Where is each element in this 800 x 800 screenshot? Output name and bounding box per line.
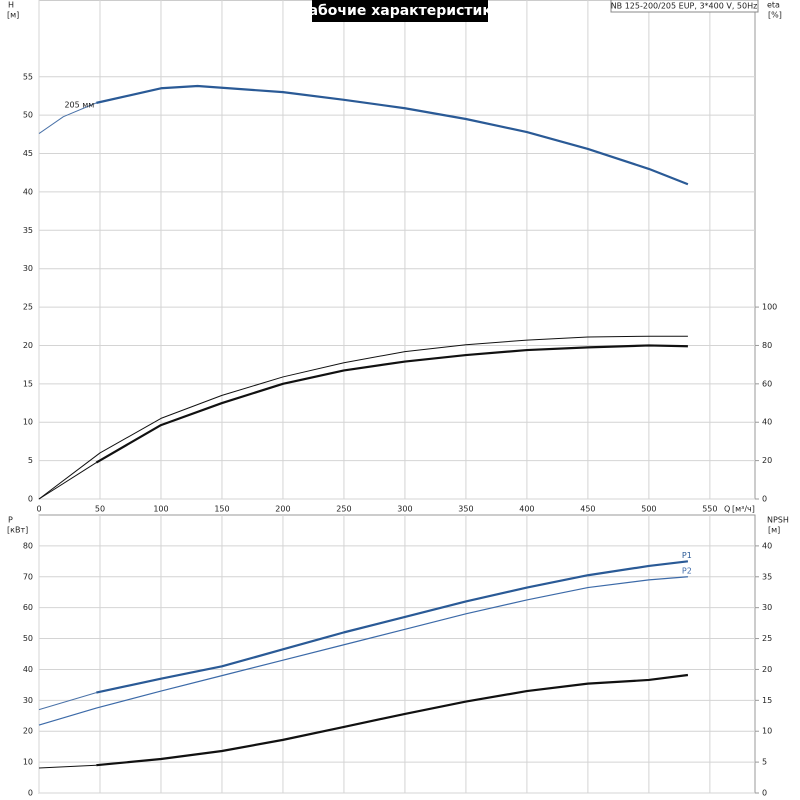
curve xyxy=(38,692,97,711)
x-tick-label: 100 xyxy=(153,505,168,514)
x-axis-unit: [м³/ч] xyxy=(732,505,755,514)
y-tick-label: 5 xyxy=(28,456,33,465)
y-tick-label: 35 xyxy=(23,226,33,235)
curve xyxy=(38,102,97,134)
y-tick-label: 40 xyxy=(23,187,33,196)
y-axis-label: P xyxy=(8,516,13,525)
y-tick-label: 30 xyxy=(23,696,33,705)
x-tick-label: 400 xyxy=(519,505,534,514)
y-tick-label: 60 xyxy=(23,603,33,612)
y2-tick-label: 25 xyxy=(762,634,772,643)
y2-tick-label: 30 xyxy=(762,603,772,612)
curve xyxy=(96,560,689,694)
y-tick-label: 40 xyxy=(23,665,33,674)
curve xyxy=(95,344,688,464)
y2-axis-label: eta xyxy=(767,1,780,10)
x-tick-label: 500 xyxy=(641,505,656,514)
y2-tick-label: 100 xyxy=(762,303,777,312)
y-tick-label: 20 xyxy=(23,341,33,350)
y-tick-label: 10 xyxy=(23,418,33,427)
y2-tick-label: 80 xyxy=(762,341,772,350)
y2-axis-unit: [м] xyxy=(768,526,780,535)
x-tick-label: 300 xyxy=(397,505,412,514)
y-tick-label: 0 xyxy=(28,789,33,798)
curve xyxy=(38,764,97,769)
y2-tick-label: 35 xyxy=(762,572,772,581)
curve xyxy=(38,462,97,500)
y-axis-unit: [кВт] xyxy=(7,526,28,535)
curve xyxy=(96,84,689,186)
y-tick-label: 45 xyxy=(23,149,33,158)
x-axis-label: Q xyxy=(724,505,730,514)
x-tick-label: 200 xyxy=(275,505,290,514)
y-tick-label: 15 xyxy=(23,379,33,388)
info: NB 125-200/205 EUP, 3*400 V, 50Hz xyxy=(611,2,758,11)
y2-tick-label: 60 xyxy=(762,379,772,388)
y2-tick-label: 5 xyxy=(762,758,767,767)
y2-tick-label: 0 xyxy=(762,789,767,798)
y2-tick-label: 20 xyxy=(762,665,772,674)
y-tick-label: 30 xyxy=(23,264,33,273)
y-tick-label: 50 xyxy=(23,634,33,643)
y2-axis-label: NPSH xyxy=(767,516,789,525)
y2-tick-label: 40 xyxy=(762,418,772,427)
y2-tick-label: 40 xyxy=(762,541,772,550)
y-tick-label: 55 xyxy=(23,72,33,81)
x-tick-label: 250 xyxy=(336,505,351,514)
y-axis-unit: [м] xyxy=(7,11,19,20)
x-tick-label: 0 xyxy=(36,505,41,514)
x-tick-label: 550 xyxy=(702,505,717,514)
chart-title: Рабочие характеристики xyxy=(298,3,501,19)
x-tick-label: 350 xyxy=(458,505,473,514)
curve-label: P1 xyxy=(682,551,692,560)
info-box xyxy=(610,0,759,13)
curve-label: 205 мм xyxy=(64,100,94,109)
y-tick-label: 50 xyxy=(23,111,33,120)
y2-tick-label: 10 xyxy=(762,727,772,736)
y2-tick-label: 20 xyxy=(762,456,772,465)
y-axis-label: H xyxy=(8,1,14,10)
y2-tick-label: 15 xyxy=(762,696,772,705)
x-tick-label: 50 xyxy=(95,505,105,514)
curve xyxy=(96,673,689,767)
y2-axis-unit: [%] xyxy=(768,11,782,20)
y-tick-label: 0 xyxy=(28,495,33,504)
y-tick-label: 20 xyxy=(23,727,33,736)
title-box xyxy=(312,0,488,22)
curve-label: P2 xyxy=(682,566,692,575)
y-tick-label: 10 xyxy=(23,758,33,767)
y-tick-label: 25 xyxy=(23,303,33,312)
x-tick-label: 150 xyxy=(214,505,229,514)
y-tick-label: 80 xyxy=(23,541,33,550)
curve xyxy=(38,576,688,726)
curve xyxy=(38,335,688,500)
y2-tick-label: 0 xyxy=(762,495,767,504)
y-tick-label: 70 xyxy=(23,572,33,581)
x-tick-label: 450 xyxy=(580,505,595,514)
